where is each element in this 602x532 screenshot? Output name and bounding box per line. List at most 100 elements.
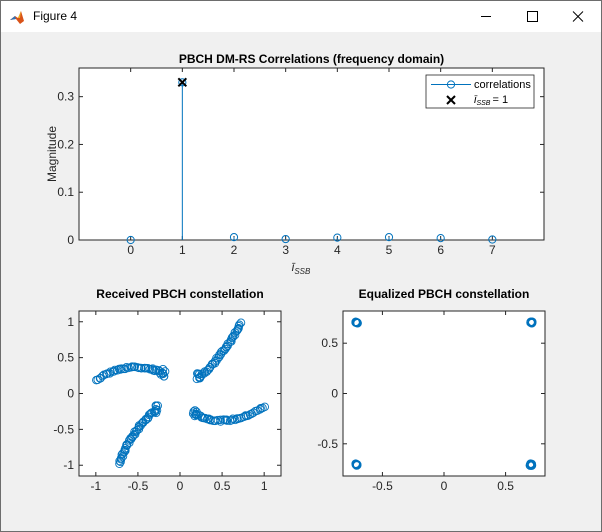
received-point: [236, 318, 246, 328]
x-tick-label: 1: [179, 243, 186, 257]
legend-marker-correlations: [446, 80, 456, 89]
y-tick-label: -0.5: [317, 437, 338, 451]
received-point: [116, 457, 125, 467]
equalized-point: [526, 317, 536, 327]
x-tick-label: 1: [261, 479, 268, 493]
issb-x-marker: [177, 77, 188, 88]
y-tick-label: -1: [63, 458, 74, 472]
y-tick-label: 0.3: [57, 90, 74, 104]
window-title: Figure 4: [33, 9, 78, 23]
stem-marker: [436, 233, 445, 243]
y-tick-label: 0.5: [57, 351, 74, 365]
minimize-button[interactable]: [463, 1, 509, 32]
y-tick-label: 0: [67, 233, 74, 247]
y-tick-label: 0: [67, 387, 74, 401]
x-tick-label: 0.5: [214, 479, 231, 493]
x-tick-label: -0.5: [128, 479, 149, 493]
x-tick-label: -0.5: [372, 479, 393, 493]
x-tick-label: 0: [177, 479, 184, 493]
stem-marker: [384, 233, 394, 242]
received-point: [159, 372, 169, 381]
x-tick-label: 2: [231, 243, 238, 257]
equalized-plot-area: [342, 310, 546, 477]
matlab-logo-icon: [9, 9, 25, 25]
received-point: [227, 415, 237, 425]
received-point: [152, 365, 161, 375]
correlation-axes: PBCH DM-RS Correlations (frequency domai…: [45, 52, 545, 276]
received-title: Received PBCH constellation: [96, 287, 263, 301]
x-tick-label: -1: [90, 479, 101, 493]
received-plot-area: [78, 310, 282, 477]
x-tick-label: 0.5: [497, 479, 514, 493]
received-point: [122, 441, 131, 451]
stem-marker: [488, 235, 497, 244]
close-icon: [572, 11, 584, 22]
received-point: [92, 375, 101, 385]
received-point: [124, 436, 134, 445]
received-point: [151, 408, 161, 418]
stem-marker: [229, 233, 239, 242]
y-tick-label: 1: [67, 315, 74, 329]
y-tick-label: -0.5: [53, 422, 74, 436]
x-tick-label: 0: [441, 479, 448, 493]
received-point: [160, 367, 170, 376]
issb-x-stroke: [177, 77, 188, 88]
received-point: [235, 320, 244, 330]
equalized-constellation-axes: Equalized PBCH constellation -0.5 0 0.5 0.5…: [317, 287, 546, 493]
legend-label-correlations: correlations: [474, 79, 531, 91]
received-point: [140, 363, 149, 373]
received-point: [114, 364, 124, 374]
received-point: [128, 433, 137, 442]
stem-marker: [333, 233, 342, 242]
received-point: [203, 366, 212, 375]
received-point: [148, 364, 158, 373]
legend-label-issb: īSSB = 1: [474, 94, 508, 107]
correlation-title: PBCH DM-RS Correlations (frequency domai…: [179, 52, 444, 66]
equalized-point: [525, 460, 535, 470]
received-point: [145, 365, 155, 374]
received-point: [143, 363, 153, 373]
received-point: [249, 408, 258, 417]
received-point: [189, 407, 198, 416]
received-point: [227, 333, 237, 343]
x-tick-label: 4: [334, 243, 341, 257]
maximize-button[interactable]: [509, 1, 555, 32]
figure-canvas: PBCH DM-RS Correlations (frequency domai…: [45, 52, 546, 493]
received-point: [194, 370, 204, 379]
correlation-ylabel: Magnitude: [45, 126, 59, 182]
legend-box: [425, 74, 535, 109]
received-point: [118, 449, 127, 458]
received-point: [258, 403, 267, 413]
stem-marker: [126, 235, 135, 245]
equalized-point: [351, 317, 361, 327]
equalized-point: [351, 459, 360, 468]
equalized-point: [352, 460, 362, 470]
received-point: [151, 401, 161, 411]
received-point: [204, 414, 214, 423]
received-point: [232, 326, 242, 335]
legend: correlations īSSB = 1: [425, 74, 535, 109]
received-point: [125, 438, 134, 447]
equalized-point: [527, 318, 537, 327]
received-point: [222, 416, 232, 425]
y-tick-label: 0.5: [321, 336, 338, 350]
x-tick-label: 7: [489, 243, 496, 257]
received-point: [190, 411, 199, 421]
close-button[interactable]: [555, 1, 601, 32]
received-point: [222, 415, 231, 424]
minimize-icon: [481, 16, 491, 17]
y-tick-label: 0.1: [57, 185, 74, 199]
received-point: [193, 369, 202, 378]
stem-marker: [281, 234, 290, 244]
equalized-title: Equalized PBCH constellation: [359, 287, 530, 301]
y-tick-label: 0.2: [57, 137, 74, 151]
x-tick-label: 0: [127, 243, 134, 257]
y-tick-label: 0: [331, 387, 338, 401]
correlation-xlabel: īSSB: [292, 260, 311, 276]
title-bar[interactable]: Figure 4: [1, 1, 601, 32]
x-tick-label: 5: [386, 243, 393, 257]
received-point: [195, 373, 205, 383]
received-constellation-axes: Received PBCH constellation -1 -0.5 0 0.5 1 1…: [53, 287, 282, 493]
received-point: [115, 456, 124, 466]
